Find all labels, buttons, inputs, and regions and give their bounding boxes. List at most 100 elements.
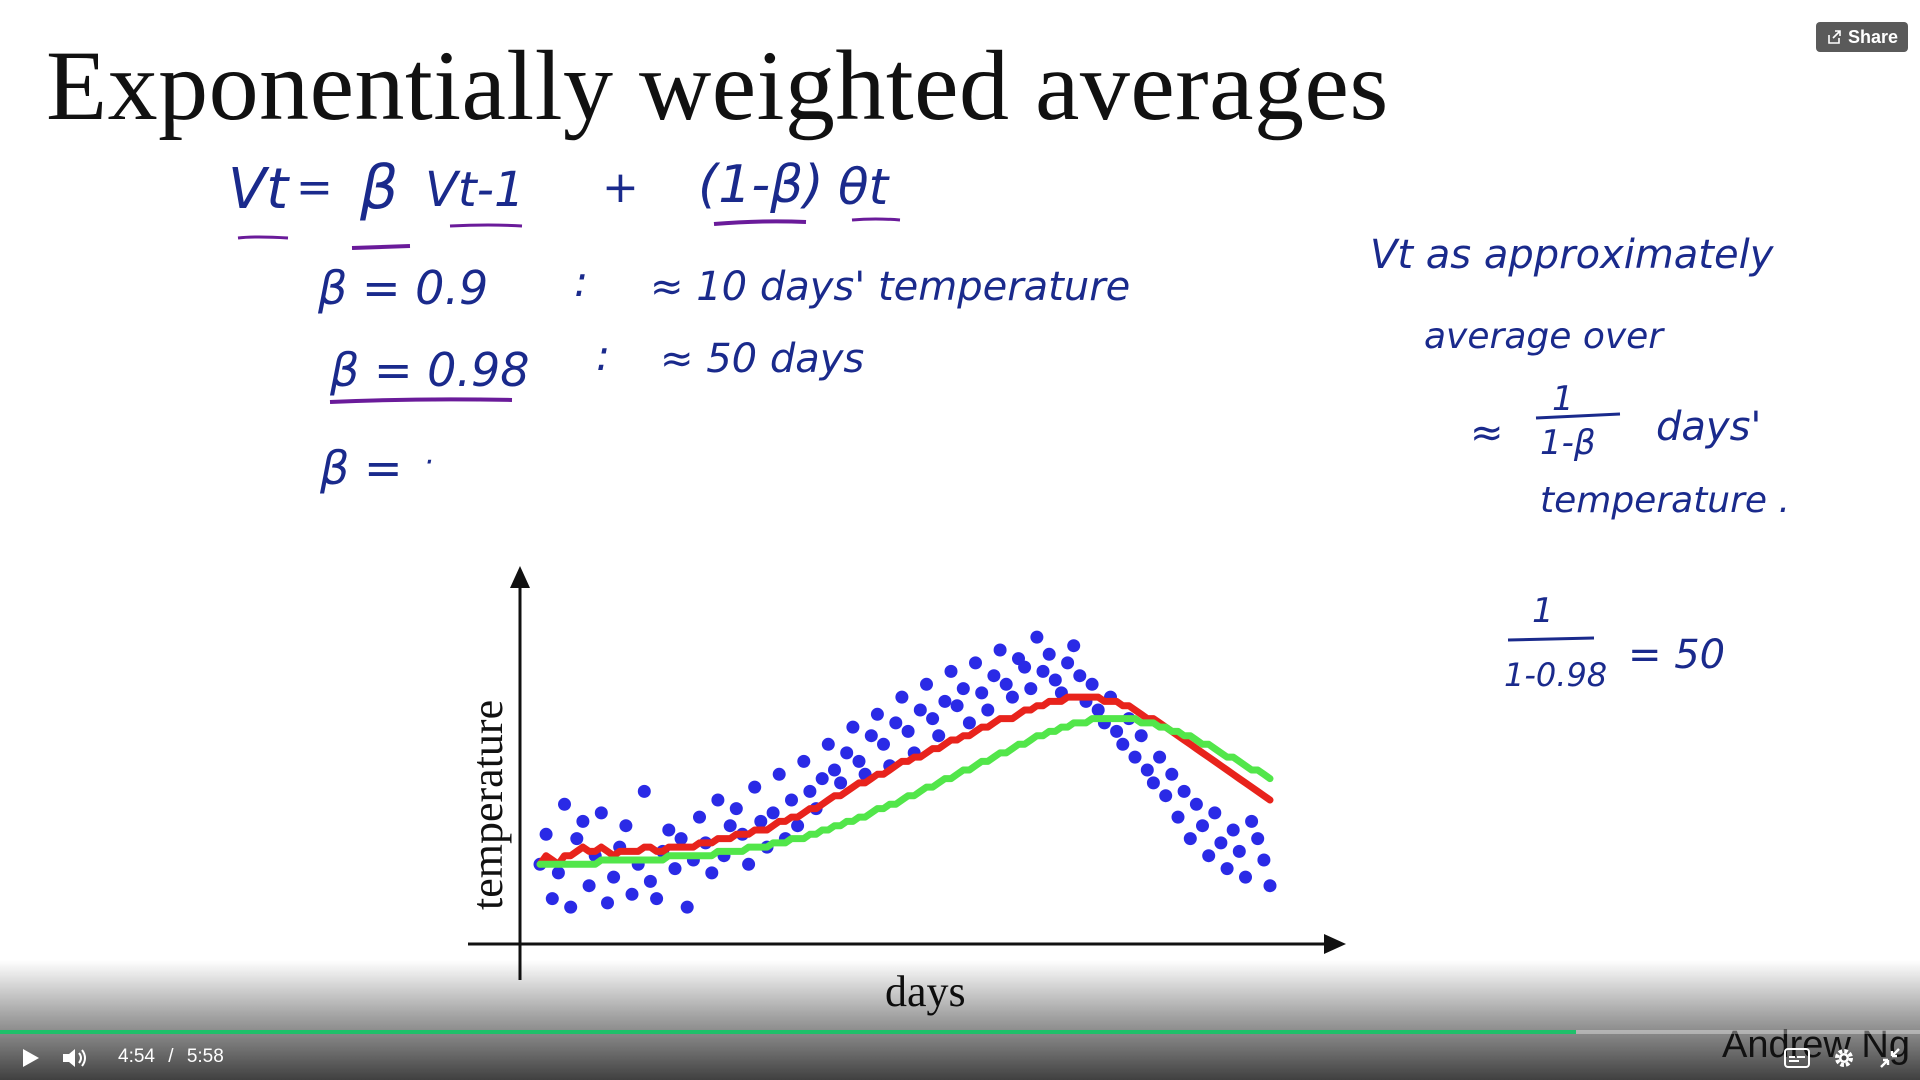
data-point bbox=[1134, 729, 1148, 743]
note-equals: = bbox=[296, 162, 333, 213]
data-point bbox=[1005, 690, 1019, 704]
data-point bbox=[797, 754, 811, 768]
note-colon-2: : bbox=[596, 331, 610, 380]
data-point bbox=[1220, 862, 1234, 876]
data-point bbox=[551, 866, 565, 880]
data-point bbox=[913, 703, 927, 717]
data-point bbox=[594, 806, 608, 820]
player-controls: 4:54 / 5:58 bbox=[0, 1034, 1920, 1080]
data-point bbox=[889, 716, 903, 730]
fullscreen-exit-icon bbox=[1880, 1048, 1900, 1068]
data-point bbox=[601, 896, 614, 910]
note-side-num: 1 bbox=[1552, 379, 1574, 419]
data-point bbox=[1018, 660, 1032, 674]
note-colon-1: : bbox=[574, 257, 588, 306]
note-v-prev: Vt-1 bbox=[425, 162, 525, 218]
data-point bbox=[877, 737, 890, 751]
data-point bbox=[643, 874, 657, 888]
data-point bbox=[1030, 630, 1044, 644]
average-lines bbox=[536, 693, 1274, 868]
red-average-line bbox=[536, 693, 1274, 868]
data-point bbox=[852, 754, 866, 768]
data-point bbox=[1251, 832, 1265, 846]
play-button[interactable] bbox=[14, 1042, 46, 1074]
data-point bbox=[754, 814, 768, 828]
note-side-average-over: average over bbox=[1424, 316, 1665, 357]
data-point bbox=[993, 643, 1007, 657]
note-theta: θt bbox=[838, 158, 891, 216]
data-point bbox=[674, 832, 688, 846]
data-point bbox=[932, 729, 946, 743]
data-point bbox=[1067, 639, 1081, 653]
note-side-approx: ≈ bbox=[1470, 410, 1504, 456]
data-point bbox=[1232, 844, 1246, 858]
note-approx-50-days: ≈ 50 days bbox=[660, 336, 864, 382]
temperature-chart: temperature days bbox=[463, 566, 1346, 1016]
data-point bbox=[803, 784, 817, 798]
data-point bbox=[975, 686, 989, 700]
data-point bbox=[539, 827, 553, 841]
data-point bbox=[987, 669, 1001, 683]
data-point bbox=[748, 780, 762, 794]
data-point bbox=[582, 879, 596, 893]
note-side-den: 1-β bbox=[1540, 423, 1596, 463]
presenter-credit: Andrew Ng bbox=[1722, 1024, 1910, 1066]
green-average-line bbox=[536, 715, 1274, 868]
data-point bbox=[999, 677, 1013, 691]
time-separator: / bbox=[168, 1046, 174, 1067]
data-point bbox=[1214, 836, 1228, 850]
note-frac-den: 1-0.98 bbox=[1504, 656, 1607, 694]
data-point bbox=[564, 900, 578, 914]
note-beta-09: β = 0.9 bbox=[317, 261, 488, 315]
data-point bbox=[545, 892, 559, 906]
note-beta-098: β = 0.98 bbox=[329, 343, 530, 397]
data-point bbox=[637, 784, 651, 798]
data-point bbox=[815, 772, 829, 786]
volume-button[interactable] bbox=[58, 1042, 92, 1074]
data-point bbox=[1128, 750, 1142, 764]
data-point bbox=[729, 802, 743, 816]
data-point bbox=[791, 819, 805, 833]
data-point bbox=[1153, 750, 1167, 764]
data-point bbox=[1073, 669, 1087, 683]
data-point bbox=[981, 703, 995, 717]
data-point bbox=[1183, 832, 1197, 846]
current-time: 4:54 bbox=[118, 1046, 155, 1067]
data-point bbox=[650, 892, 664, 906]
data-point bbox=[1159, 789, 1173, 803]
data-point bbox=[828, 763, 841, 777]
data-point bbox=[821, 737, 835, 751]
note-beta-blank: β = bbox=[319, 441, 403, 495]
note-beta-blank-dot: · bbox=[424, 445, 434, 480]
fullscreen-exit-button[interactable] bbox=[1874, 1042, 1906, 1074]
data-point bbox=[766, 806, 780, 820]
note-frac-result: = 50 bbox=[1628, 632, 1725, 678]
data-point bbox=[625, 887, 639, 901]
data-point bbox=[1189, 797, 1203, 811]
data-point bbox=[668, 862, 682, 876]
data-point bbox=[956, 682, 970, 696]
settings-button[interactable] bbox=[1828, 1042, 1860, 1074]
data-point bbox=[705, 866, 719, 880]
data-point bbox=[1048, 673, 1062, 687]
controls-backdrop bbox=[0, 960, 1920, 1080]
slide-title: Exponentially weighted averages bbox=[46, 30, 1389, 141]
data-point bbox=[785, 793, 798, 807]
chart-axes bbox=[468, 566, 1346, 980]
share-button[interactable]: Share bbox=[1816, 22, 1908, 52]
note-side-temperature: temperature . bbox=[1540, 480, 1790, 521]
note-side-vt-approx: Vt as approximately bbox=[1370, 232, 1775, 278]
captions-button[interactable] bbox=[1780, 1042, 1814, 1074]
note-one-minus-beta: (1-β) bbox=[698, 155, 824, 215]
data-point bbox=[920, 677, 933, 691]
progress-bar[interactable] bbox=[0, 1030, 1920, 1034]
data-point bbox=[944, 664, 958, 678]
data-point bbox=[1177, 784, 1191, 798]
note-frac-num: 1 bbox=[1532, 591, 1554, 631]
data-point bbox=[1146, 776, 1160, 790]
data-point bbox=[834, 776, 848, 790]
data-point bbox=[1196, 819, 1209, 833]
data-point bbox=[693, 810, 706, 824]
x-axis-arrow bbox=[1324, 934, 1346, 954]
